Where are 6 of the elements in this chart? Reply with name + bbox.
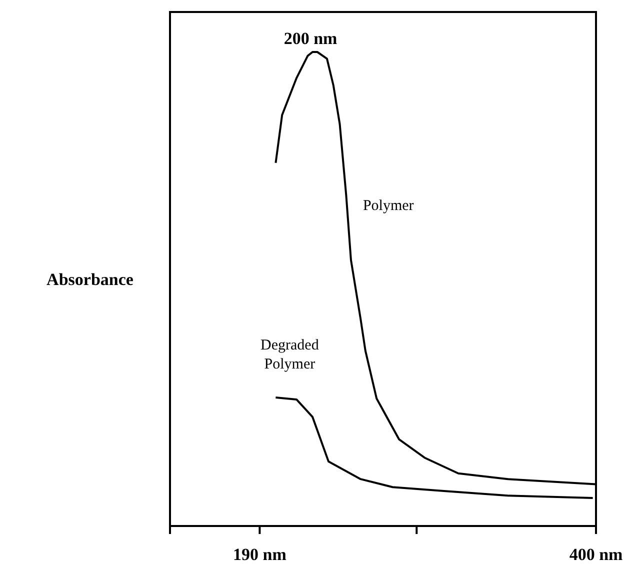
series-label: Polymer: [362, 198, 414, 214]
series-label: Degraded Polymer: [260, 338, 320, 373]
text: 200 nm: [284, 29, 338, 48]
x-tick-label: 190 nm: [232, 545, 286, 564]
y-axis-title: Absorbance: [46, 270, 134, 289]
x-tick-label: 400 nm: [569, 545, 623, 564]
